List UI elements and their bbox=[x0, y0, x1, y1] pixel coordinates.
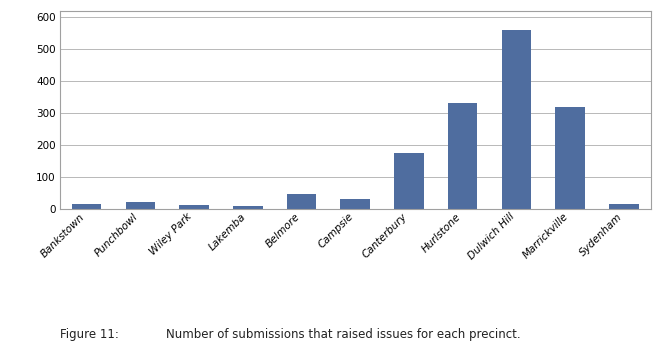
Bar bbox=[341, 199, 370, 209]
Bar bbox=[233, 206, 262, 209]
Bar bbox=[448, 103, 477, 209]
Bar bbox=[125, 202, 155, 209]
Bar bbox=[501, 30, 531, 209]
Text: Figure 11:: Figure 11: bbox=[60, 328, 119, 341]
Bar bbox=[287, 194, 316, 209]
Bar bbox=[72, 204, 102, 209]
Bar bbox=[609, 204, 639, 209]
Bar bbox=[179, 204, 209, 209]
Bar bbox=[555, 107, 585, 209]
Text: Number of submissions that raised issues for each precinct.: Number of submissions that raised issues… bbox=[166, 328, 521, 341]
Bar bbox=[394, 153, 424, 209]
